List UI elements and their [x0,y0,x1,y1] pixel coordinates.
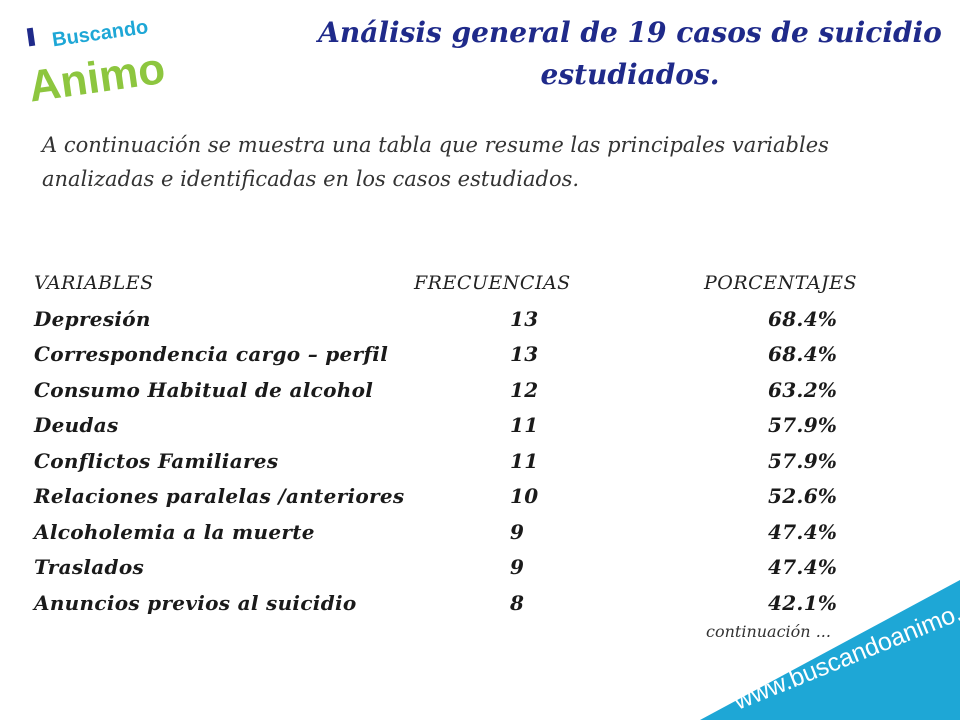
table-header-row: VARIABLES FRECUENCIAS PORCENTAJES [34,266,934,302]
row-variable: Alcoholemia a la muerte [34,519,315,544]
row-frequency: 13 [510,306,539,331]
row-percentage: 47.4% [768,555,838,579]
row-percentage: 47.4% [768,519,838,544]
row-variable: Consumo Habitual de alcohol [34,377,374,402]
page-title: Análisis general de 19 casos de suicidio… [318,16,942,91]
table-row: Deudas 11 57.9% [34,408,934,444]
row-variable: Depresión [34,306,151,331]
row-variable: Correspondencia cargo – perfil [34,342,389,366]
row-frequency: 12 [510,377,539,402]
row-variable: Anuncios previos al suicidio [34,590,357,615]
row-percentage: 68.4% [768,342,838,366]
table-row: Alcoholemia a la muerte 9 47.4% [34,515,934,551]
row-variable: Conflictos Familiares [34,448,279,473]
row-percentage: 42.1% [768,590,838,615]
row-frequency: 10 [510,484,539,508]
row-frequency: 9 [510,519,525,544]
row-variable: Traslados [34,555,145,579]
row-frequency: 9 [510,555,525,579]
row-variable: Relaciones paralelas /anteriores [34,484,405,508]
intro-paragraph: A continuación se muestra una tabla que … [42,133,829,191]
logo-tick-mark [26,27,36,47]
row-percentage: 52.6% [768,484,838,508]
header-variables: VARIABLES [34,272,154,294]
header-frequencies: FRECUENCIAS [414,272,571,294]
row-percentage: 57.9% [768,413,838,437]
buscando-animo-logo: Buscando Animo [26,16,164,112]
row-percentage: 57.9% [768,448,838,473]
variables-table: VARIABLES FRECUENCIAS PORCENTAJES Depres… [34,266,934,621]
header-percentages: PORCENTAJES [704,272,858,294]
table-row: Conflictos Familiares 11 57.9% [34,444,934,480]
row-variable: Deudas [34,413,119,437]
table-row: Depresión 13 68.4% [34,302,934,338]
row-frequency: 11 [510,448,539,473]
table-row: Traslados 9 47.4% [34,550,934,586]
logo-text-buscando: Buscando [51,16,150,51]
table-row: Correspondencia cargo – perfil 13 68.4% [34,337,934,373]
row-frequency: 11 [510,413,539,437]
row-frequency: 8 [510,590,525,615]
row-percentage: 68.4% [768,306,838,331]
row-percentage: 63.2% [768,377,838,402]
continuation-note: continuación ... [706,622,831,641]
table-row: Anuncios previos al suicidio 8 42.1% [34,586,934,622]
table-row: Consumo Habitual de alcohol 12 63.2% [34,373,934,409]
row-frequency: 13 [510,342,539,366]
logo-text-animo: Animo [26,44,164,112]
table-row: Relaciones paralelas /anteriores 10 52.6… [34,479,934,515]
